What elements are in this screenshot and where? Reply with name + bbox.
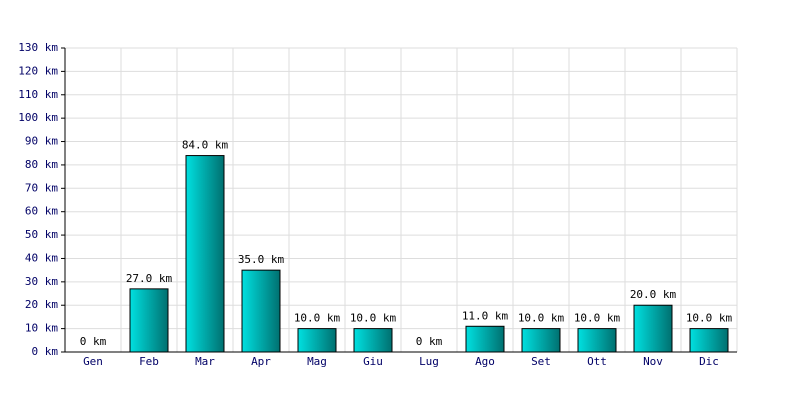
y-tick-label: 70 km bbox=[25, 181, 58, 194]
y-tick-label: 0 km bbox=[32, 345, 59, 358]
value-label: 0 km bbox=[416, 335, 443, 348]
y-tick-label: 120 km bbox=[18, 64, 58, 77]
x-tick-label: Mag bbox=[307, 355, 327, 368]
value-label: 11.0 km bbox=[462, 309, 509, 322]
bar bbox=[241, 269, 281, 353]
x-tick-label: Nov bbox=[643, 355, 663, 368]
x-tick-label: Set bbox=[531, 355, 551, 368]
value-label: 0 km bbox=[80, 335, 107, 348]
bar bbox=[577, 328, 617, 353]
x-tick-label: Giu bbox=[363, 355, 383, 368]
x-tick-label: Feb bbox=[139, 355, 159, 368]
value-label: 84.0 km bbox=[182, 139, 229, 152]
y-tick-label: 100 km bbox=[18, 111, 58, 124]
y-tick-label: 50 km bbox=[25, 228, 58, 241]
value-label: 10.0 km bbox=[574, 312, 621, 325]
value-label: 10.0 km bbox=[350, 312, 397, 325]
y-tick-label: 130 km bbox=[18, 41, 58, 54]
y-tick-label: 90 km bbox=[25, 135, 58, 148]
value-label: 10.0 km bbox=[686, 312, 733, 325]
bar bbox=[689, 328, 729, 353]
y-tick-label: 110 km bbox=[18, 88, 58, 101]
x-tick-label: Apr bbox=[251, 355, 271, 368]
y-tick-label: 20 km bbox=[25, 298, 58, 311]
bar bbox=[185, 155, 225, 353]
x-tick-label: Lug bbox=[419, 355, 439, 368]
bar bbox=[633, 304, 673, 353]
bar bbox=[129, 288, 169, 353]
bar bbox=[521, 328, 561, 353]
value-label: 10.0 km bbox=[518, 312, 565, 325]
bar bbox=[465, 325, 505, 353]
bar bbox=[297, 328, 337, 353]
x-tick-label: Ott bbox=[587, 355, 607, 368]
value-label: 27.0 km bbox=[126, 272, 173, 285]
y-tick-label: 40 km bbox=[25, 251, 58, 264]
x-tick-label: Gen bbox=[83, 355, 103, 368]
y-tick-label: 10 km bbox=[25, 322, 58, 335]
y-tick-label: 30 km bbox=[25, 275, 58, 288]
value-label: 35.0 km bbox=[238, 253, 285, 266]
y-tick-label: 60 km bbox=[25, 205, 58, 218]
x-tick-label: Mar bbox=[195, 355, 215, 368]
x-tick-label: Dic bbox=[699, 355, 719, 368]
value-label: 20.0 km bbox=[630, 288, 677, 301]
y-tick-label: 80 km bbox=[25, 158, 58, 171]
value-label: 10.0 km bbox=[294, 312, 341, 325]
bar bbox=[353, 328, 393, 353]
x-tick-label: Ago bbox=[475, 355, 495, 368]
